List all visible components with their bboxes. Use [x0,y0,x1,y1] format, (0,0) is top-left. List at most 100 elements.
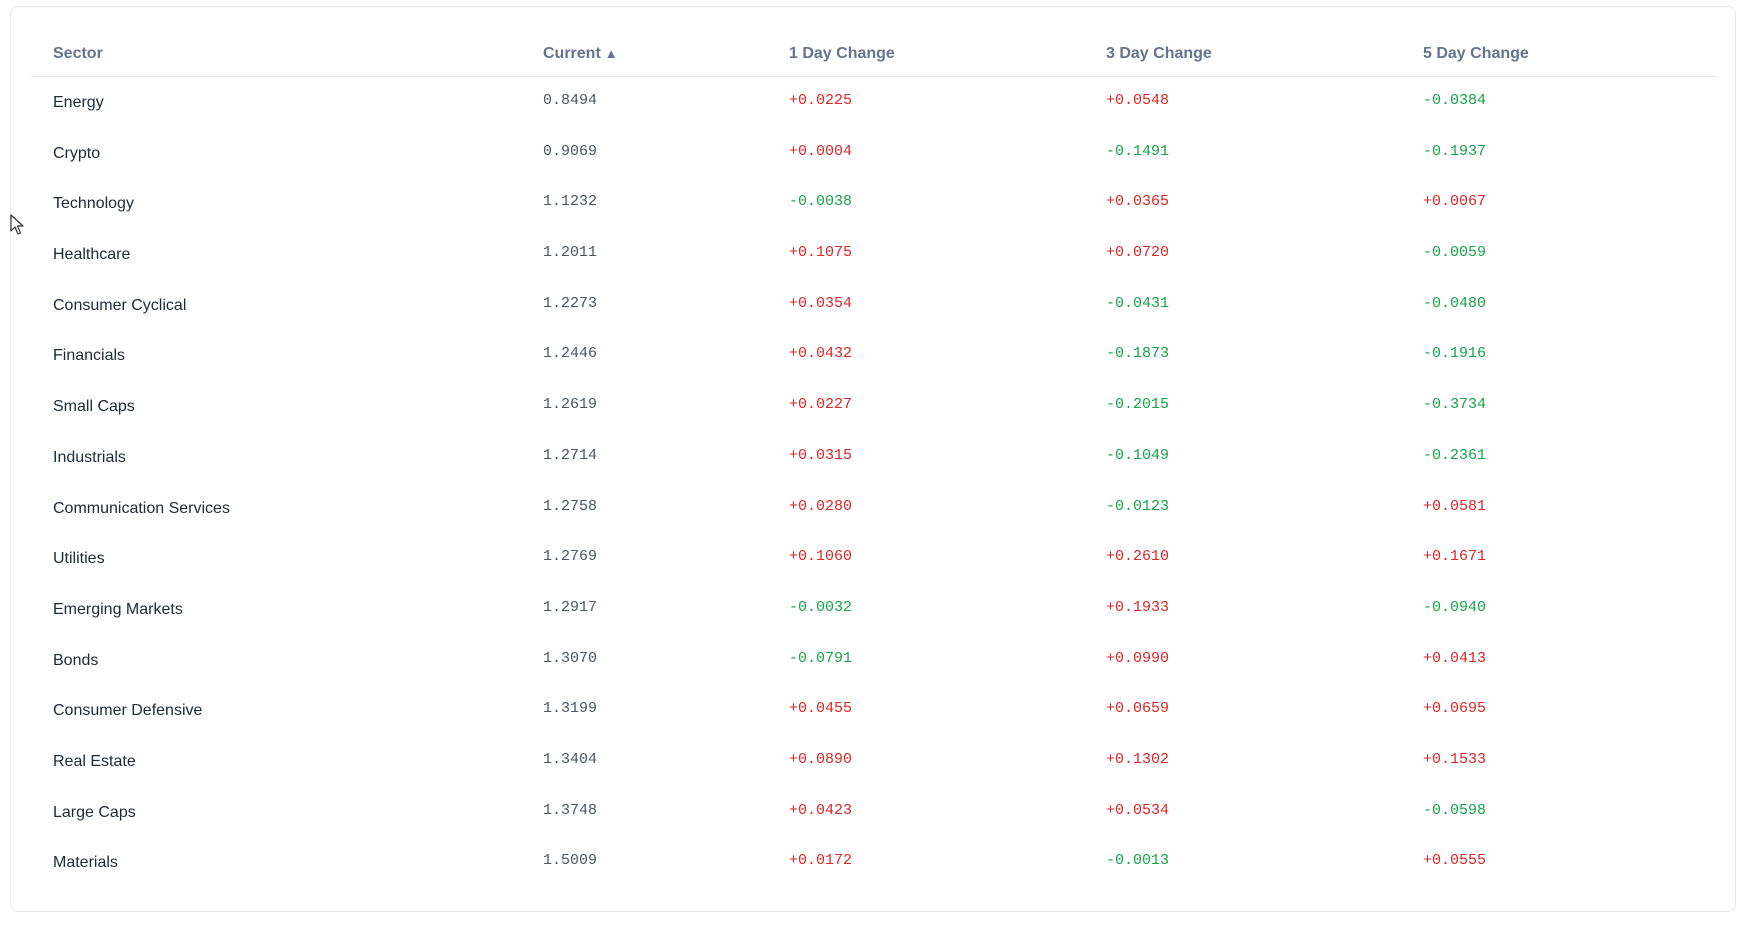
table-row[interactable]: Industrials 1.2714 +0.0315 -0.1049 -0.2361 [31,432,1717,483]
three-day-change-cell: -0.1873 [1106,345,1170,363]
current-value-cell: 1.1232 [543,193,598,211]
one-day-change-cell: +0.0890 [789,750,853,768]
table-row[interactable]: Healthcare 1.2011 +0.1075 +0.0720 -0.0059 [31,229,1717,280]
table-row[interactable]: Crypto 0.9069 +0.0004 -0.1491 -0.1937 [31,128,1717,179]
one-day-change-cell: +0.0315 [789,446,853,464]
one-day-change-cell: +0.1060 [789,548,853,566]
one-day-change-cell: +0.0172 [789,852,853,870]
one-day-change-cell: +0.1075 [789,244,853,262]
sector-cell: Energy [53,94,104,111]
three-day-change-cell: +0.1302 [1106,750,1170,768]
five-day-change-cell: -0.0480 [1423,294,1487,312]
three-day-change-cell: +0.0720 [1106,244,1170,262]
sector-cell: Industrials [53,448,126,466]
sector-cell: Utilities [53,550,105,568]
one-day-change-cell: -0.0038 [789,193,853,211]
current-value-cell: 1.3404 [543,750,598,768]
current-value-cell: 0.9069 [543,142,598,160]
table-row[interactable]: Real Estate 1.3404 +0.0890 +0.1302 +0.1533 [31,736,1717,787]
sector-cell: Real Estate [53,752,136,770]
table-row[interactable]: Communication Services 1.2758 +0.0280 -0.01… [31,483,1717,534]
current-value-cell: 1.2619 [543,396,598,414]
three-day-change-cell: -0.1491 [1106,142,1170,160]
sector-cell: Large Caps [53,803,136,821]
three-day-change-cell: +0.2610 [1106,548,1170,566]
five-day-change-cell: -0.0384 [1423,92,1487,109]
five-day-change-cell: +0.0555 [1423,852,1487,870]
current-value-cell: 0.8494 [543,92,598,109]
header-sector[interactable]: Sector [53,45,103,62]
header-current[interactable]: Current ▲ [543,45,618,63]
five-day-change-cell: +0.0067 [1423,193,1487,211]
one-day-change-cell: +0.0225 [789,92,853,109]
table-row[interactable]: Small Caps 1.2619 +0.0227 -0.2015 -0.3734 [31,381,1717,432]
current-value-cell: 1.3199 [543,700,598,718]
header-3-day-change[interactable]: 3 Day Change [1106,45,1212,62]
sector-cell: Emerging Markets [53,600,183,618]
mouse-pointer-icon [10,214,24,235]
sector-cell: Healthcare [53,246,131,264]
table-row[interactable]: Bonds 1.3070 -0.0791 +0.0990 +0.0413 [31,635,1717,686]
three-day-change-cell: +0.0548 [1106,92,1170,109]
one-day-change-cell: +0.0227 [789,396,853,414]
three-day-change-cell: +0.0990 [1106,649,1170,667]
current-value-cell: 1.3070 [543,649,598,667]
current-value-cell: 1.2273 [543,294,598,312]
header-5-day-change[interactable]: 5 Day Change [1423,45,1529,62]
three-day-change-cell: +0.0659 [1106,700,1170,718]
table-row[interactable]: Consumer Cyclical 1.2273 +0.0354 -0.0431 -0.… [31,280,1717,331]
one-day-change-cell: -0.0791 [789,649,853,667]
five-day-change-cell: -0.0059 [1423,244,1487,262]
current-value-cell: 1.2011 [543,244,598,262]
three-day-change-cell: +0.0534 [1106,801,1170,819]
current-value-cell: 1.3748 [543,801,598,819]
current-value-cell: 1.2714 [543,446,598,464]
one-day-change-cell: +0.0354 [789,294,853,312]
table-row[interactable]: Emerging Markets 1.2917 -0.0032 +0.1933 -0.0… [31,584,1717,635]
sector-cell: Materials [53,854,118,872]
one-day-change-cell: +0.0280 [789,497,853,515]
one-day-change-cell: -0.0032 [789,598,853,616]
five-day-change-cell: +0.0413 [1423,649,1487,667]
current-value-cell: 1.2446 [543,345,598,363]
table-header-row: Sector Current ▲ 1 Day Change 3 Day Chang… [31,7,1717,77]
one-day-change-cell: +0.0423 [789,801,853,819]
sector-cell: Small Caps [53,398,135,416]
table-row[interactable]: Materials 1.5009 +0.0172 -0.0013 +0.0555 [31,837,1717,888]
five-day-change-cell: -0.1937 [1423,142,1487,160]
five-day-change-cell: -0.3734 [1423,396,1487,414]
table-row[interactable]: Consumer Defensive 1.3199 +0.0455 +0.0659 +0… [31,685,1717,736]
three-day-change-cell: +0.0365 [1106,193,1170,211]
one-day-change-cell: +0.0432 [789,345,853,363]
five-day-change-cell: -0.2361 [1423,446,1487,464]
current-value-cell: 1.2769 [543,548,598,566]
table-row[interactable]: Large Caps 1.3748 +0.0423 +0.0534 -0.0598 [31,787,1717,838]
sector-cell: Consumer Defensive [53,702,203,720]
table-row[interactable]: Financials 1.2446 +0.0432 -0.1873 -0.1916 [31,330,1717,381]
five-day-change-cell: -0.0940 [1423,598,1487,616]
five-day-change-cell: +0.1533 [1423,750,1487,768]
sector-cell: Crypto [53,144,101,162]
current-value-cell: 1.2758 [543,497,598,515]
five-day-change-cell: +0.0581 [1423,497,1487,515]
header-1-day-change[interactable]: 1 Day Change [789,45,895,62]
three-day-change-cell: -0.0013 [1106,852,1170,870]
three-day-change-cell: -0.1049 [1106,446,1170,464]
table-row[interactable]: Technology 1.1232 -0.0038 +0.0365 +0.0067 [31,178,1717,229]
three-day-change-cell: -0.2015 [1106,396,1170,414]
header-current-label: Current [543,45,601,62]
sector-cell: Bonds [53,651,99,669]
current-value-cell: 1.2917 [543,598,598,616]
three-day-change-cell: -0.0123 [1106,497,1170,515]
five-day-change-cell: -0.0598 [1423,801,1487,819]
sector-cell: Consumer Cyclical [53,296,187,314]
sector-cell: Technology [53,195,134,213]
five-day-change-cell: +0.1671 [1423,548,1487,566]
one-day-change-cell: +0.0455 [789,700,853,718]
sort-ascending-icon: ▲ [604,46,618,61]
sector-cell: Financials [53,347,126,365]
table-row[interactable]: Energy 0.8494 +0.0225 +0.0548 -0.0384 [31,77,1717,128]
sector-cell: Communication Services [53,499,230,517]
table-body: Energy 0.8494 +0.0225 +0.0548 -0.0384 Crypto 0… [31,77,1717,888]
table-row[interactable]: Utilities 1.2769 +0.1060 +0.2610 +0.1671 [31,533,1717,584]
